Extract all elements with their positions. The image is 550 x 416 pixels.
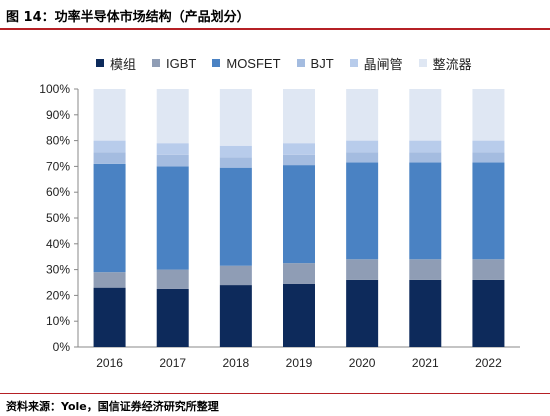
bar-segment <box>409 279 442 347</box>
legend-swatch <box>296 59 305 67</box>
x-tick-label: 2022 <box>475 356 502 370</box>
y-tick-label: 90% <box>46 108 70 122</box>
bar-segment <box>346 140 379 153</box>
bar-segment <box>472 152 505 163</box>
legend-item: 晶闸管 <box>349 54 403 73</box>
figure-footer: 资料来源：Yole，国信证券经济研究所整理 <box>0 393 550 416</box>
stacked-bar-chart: 0%10%20%30%40%50%60%70%80%90%100% 2016 20… <box>39 82 520 370</box>
bar-segment <box>283 263 315 284</box>
bar-segment <box>472 259 505 280</box>
chart-legend: 模组 IGBT MOSFET BJT 晶闸管 整流器 <box>96 54 546 72</box>
bar-segment <box>283 89 315 144</box>
legend-item: MOSFET <box>212 55 281 71</box>
bar-segment <box>219 89 252 146</box>
legend-swatch <box>349 59 358 67</box>
bar-segment <box>156 143 189 155</box>
bar-segment <box>409 259 442 280</box>
bar-segment <box>346 89 379 141</box>
bar-segment <box>219 265 252 286</box>
bar-segment <box>283 143 315 155</box>
bar-segment <box>472 279 505 347</box>
bar-segment <box>93 163 126 273</box>
bar-segment <box>93 89 126 141</box>
legend-label: 模组 <box>110 56 137 72</box>
bar-segment <box>346 162 379 260</box>
bar-segment <box>283 154 315 166</box>
bar-segment <box>219 157 252 168</box>
bar-segment <box>346 152 379 163</box>
legend-item: 整流器 <box>418 54 472 73</box>
legend-item: BJT <box>296 55 334 71</box>
bar-segment <box>346 279 379 347</box>
bar-segment <box>93 287 126 347</box>
legend-swatch <box>212 59 221 67</box>
bar-segment <box>409 162 442 260</box>
bar-segment <box>283 165 315 264</box>
legend-item: IGBT <box>152 56 196 71</box>
y-tick-label: 20% <box>46 288 70 302</box>
bar-segment <box>472 162 505 260</box>
bar-segment <box>156 166 189 270</box>
y-tick-label: 100% <box>39 82 70 96</box>
bar-segment <box>156 288 189 347</box>
bar-segment <box>156 154 189 167</box>
legend-label: IGBT <box>166 55 197 71</box>
x-axis: 2016 2017 2018 2019 2020 2021 2022 <box>78 346 520 370</box>
y-tick-label: 50% <box>46 211 70 225</box>
bar-segment <box>472 89 505 141</box>
bar-segment <box>409 89 442 141</box>
x-tick-label: 2020 <box>349 356 376 370</box>
bars <box>93 89 505 347</box>
legend-swatch <box>418 59 427 67</box>
x-tick-label: 2018 <box>223 356 250 370</box>
bar-segment <box>156 89 189 144</box>
figure-title: 图 14：功率半导体市场结构（产品划分） <box>6 10 250 25</box>
legend-swatch <box>96 59 104 67</box>
bar-segment <box>219 145 252 158</box>
legend-label: 晶闸管 <box>363 56 403 72</box>
y-axis: 0% 10% 20% 30% 40% 50% 60% 70% 80% 90% 100% <box>39 82 79 354</box>
bar-segment <box>219 285 252 347</box>
bar-segment <box>472 140 505 153</box>
y-tick-label: 10% <box>46 314 70 328</box>
legend-swatch <box>152 59 161 67</box>
legend-label: MOSFET <box>226 55 281 71</box>
y-tick-label: 70% <box>46 159 70 173</box>
bar-segment <box>219 167 252 266</box>
y-tick-label: 40% <box>46 237 70 251</box>
figure-header: 图 14：功率半导体市场结构（产品划分） <box>0 0 550 30</box>
bar-segment <box>409 152 442 163</box>
x-tick-label: 2017 <box>159 356 186 370</box>
legend-item: 模组 <box>96 54 136 73</box>
x-tick-label: 2016 <box>96 356 123 370</box>
legend-label: 整流器 <box>432 56 472 72</box>
bar-segment <box>156 269 189 289</box>
bar-segment <box>409 140 442 153</box>
y-tick-label: 60% <box>46 185 70 199</box>
bar-segment <box>93 272 126 288</box>
bar-segment <box>93 140 126 153</box>
bar-segment <box>283 283 315 347</box>
y-tick-label: 30% <box>46 263 70 277</box>
x-tick-label: 2019 <box>286 356 313 370</box>
y-tick-label: 80% <box>46 134 70 148</box>
figure-source: 资料来源：Yole，国信证券经济研究所整理 <box>6 400 219 413</box>
x-tick-label: 2021 <box>412 356 439 370</box>
bar-segment <box>93 152 126 164</box>
legend-label: BJT <box>310 55 334 71</box>
bar-segment <box>346 259 379 280</box>
y-tick-label: 0% <box>53 340 71 354</box>
